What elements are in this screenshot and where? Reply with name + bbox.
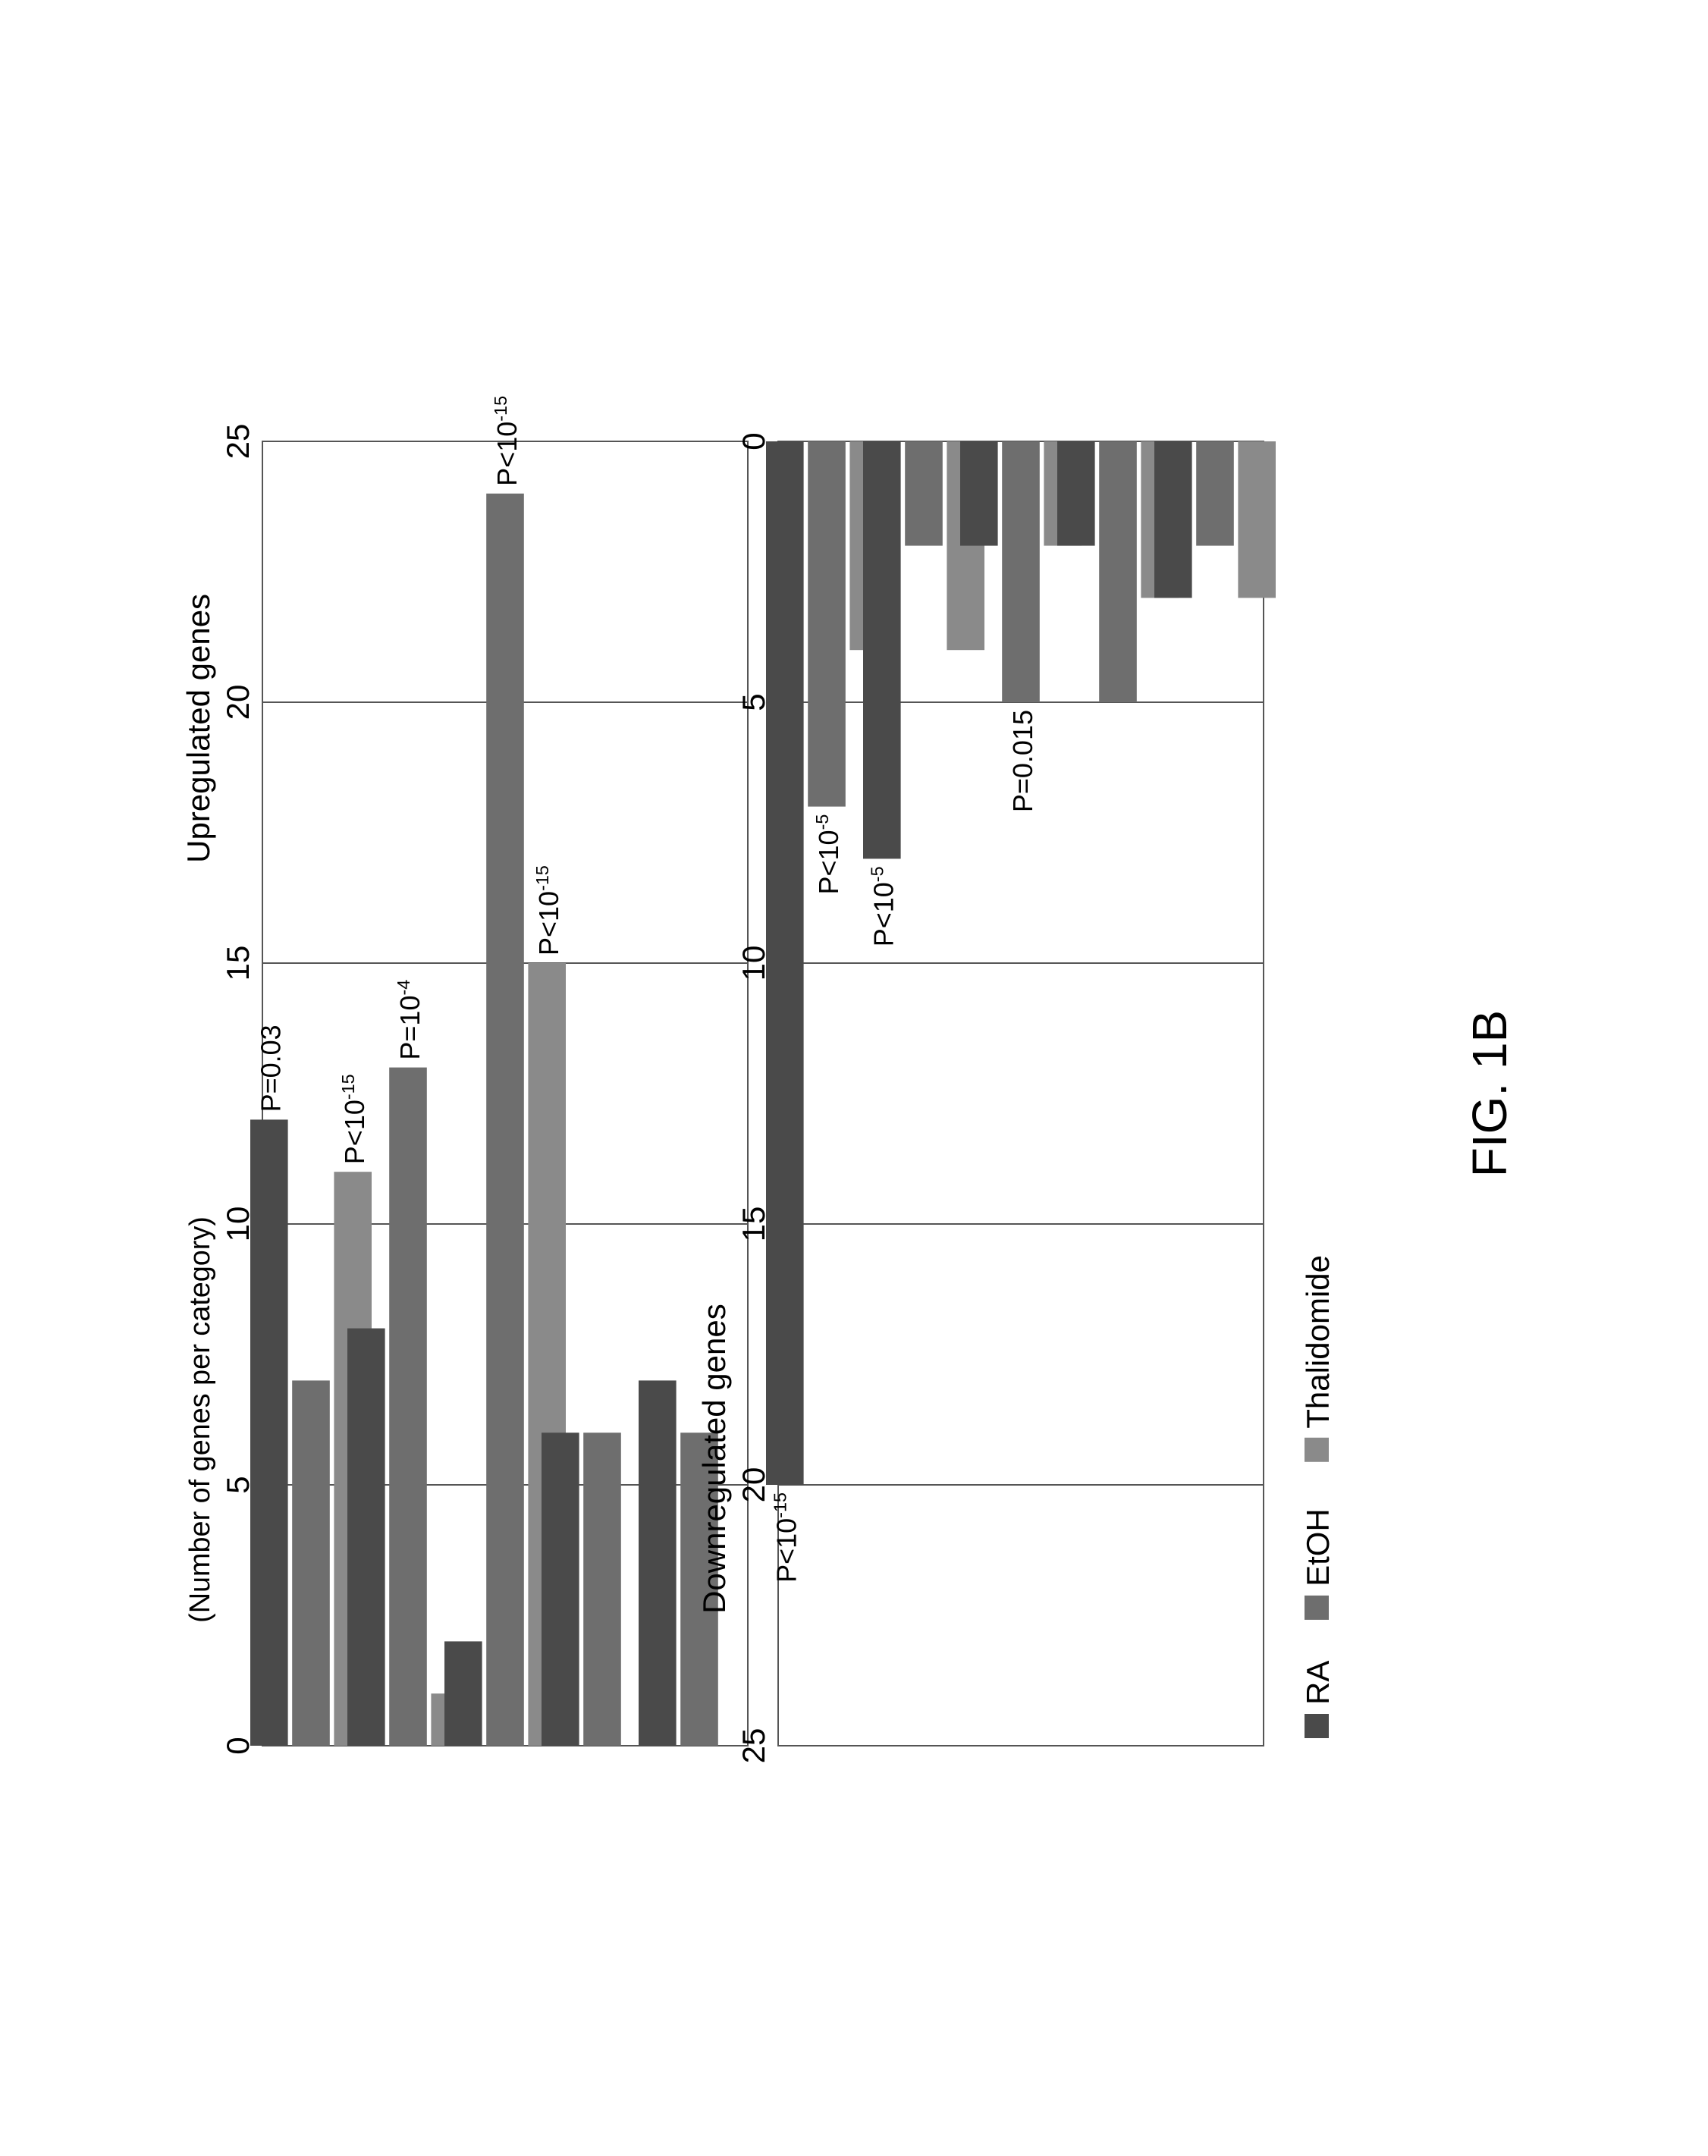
legend-swatch	[1305, 1714, 1329, 1738]
legend-label: EtOH	[1300, 1508, 1336, 1586]
svg-text:P<10-15: P<10-15	[338, 1074, 370, 1164]
tick-label: 10	[736, 945, 771, 981]
top-plot: 0510152025BrainHeartLiverSkeletal Muscle…	[181, 395, 748, 1754]
bar-ra	[639, 1380, 677, 1746]
axis-title-upregulated: Upregulated genes	[181, 593, 216, 862]
svg-text:P<10-15: P<10-15	[771, 1492, 802, 1583]
bar-ra	[444, 1641, 482, 1746]
chart-wrapper: 0510152025BrainHeartLiverSkeletal Muscle…	[171, 244, 1537, 1913]
tick-label: 5	[220, 1476, 256, 1493]
bar-etoh	[1002, 441, 1040, 702]
bar-etoh	[292, 1380, 330, 1746]
bar-ra	[766, 441, 804, 1485]
tick-label: 10	[220, 1206, 256, 1241]
tick-label: 15	[736, 1206, 771, 1241]
tick-label: 20	[220, 684, 256, 720]
bar-ra	[542, 1433, 579, 1746]
svg-text:P=0.03: P=0.03	[256, 1025, 287, 1112]
tick-label: 0	[736, 432, 771, 450]
legend-label: RA	[1300, 1660, 1336, 1704]
gene-regulation-chart: 0510152025BrainHeartLiverSkeletal Muscle…	[171, 244, 1537, 1913]
bar-ra	[863, 441, 901, 858]
axis-subtitle: (Number of genes per category)	[184, 1216, 216, 1623]
bar-ra	[347, 1328, 385, 1745]
bar-etoh	[905, 441, 943, 546]
bar-etoh	[808, 441, 846, 807]
tick-label: 15	[220, 945, 256, 981]
legend-swatch	[1305, 1595, 1329, 1619]
bar-ra	[1057, 441, 1095, 546]
svg-text:P=0.015: P=0.015	[1007, 710, 1038, 812]
svg-text:P<10-5: P<10-5	[812, 814, 844, 894]
tick-label: 25	[736, 1728, 771, 1763]
tick-label: 25	[220, 423, 256, 459]
bar-thalidomide	[1238, 441, 1276, 598]
bar-etoh	[486, 493, 524, 1745]
bar-etoh	[389, 1067, 427, 1745]
tick-label: 20	[736, 1467, 771, 1502]
bar-etoh	[583, 1433, 621, 1746]
bar-ra	[1154, 441, 1192, 598]
svg-text:P<10-5: P<10-5	[868, 866, 900, 946]
legend-label: Thalidomide	[1300, 1254, 1336, 1428]
svg-text:P<10-15: P<10-15	[491, 395, 523, 485]
axis-title-downregulated: Downregulated genes	[696, 1304, 732, 1614]
bottom-plot: 0510152025BrainHeartLiverSkeletal Muscle…	[696, 432, 1276, 1763]
tick-label: 0	[220, 1737, 256, 1754]
bar-etoh	[1099, 441, 1137, 702]
bar-ra	[250, 1119, 288, 1746]
tick-label: 5	[736, 693, 771, 711]
figure-label: FIG. 1B	[1462, 1009, 1517, 1177]
svg-text:P<10-15: P<10-15	[532, 865, 564, 956]
svg-text:P=10-4: P=10-4	[394, 979, 425, 1059]
bar-etoh	[1196, 441, 1234, 546]
legend: RA EtOH Thalidomide	[1300, 1254, 1336, 1737]
bar-ra	[960, 441, 998, 546]
legend-swatch	[1305, 1437, 1329, 1461]
